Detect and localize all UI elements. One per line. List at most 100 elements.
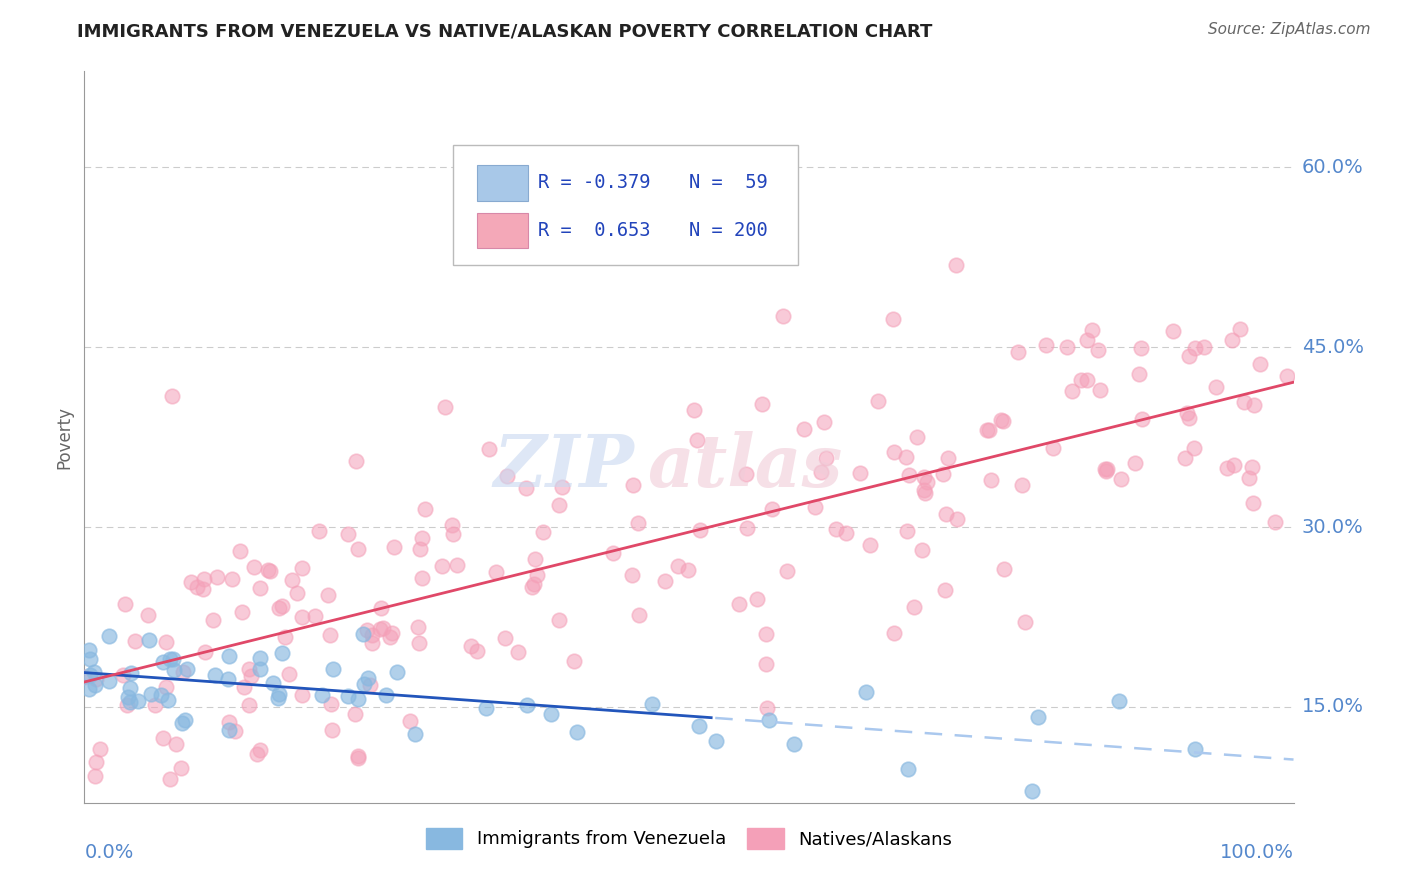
- Point: [758, 713, 780, 727]
- Point: [654, 574, 676, 588]
- Point: [1249, 357, 1271, 371]
- Point: [761, 502, 783, 516]
- Point: [547, 498, 569, 512]
- Point: [278, 666, 301, 681]
- Point: [540, 706, 562, 721]
- Point: [440, 517, 463, 532]
- Point: [193, 572, 215, 586]
- Point: [143, 698, 166, 712]
- Point: [79, 652, 101, 666]
- Point: [782, 737, 804, 751]
- Point: [170, 761, 193, 775]
- Point: [356, 624, 378, 638]
- Point: [897, 468, 920, 483]
- Point: [1088, 383, 1111, 397]
- Point: [602, 546, 624, 560]
- Point: [285, 586, 308, 600]
- Point: [1081, 323, 1104, 337]
- Point: [163, 664, 186, 678]
- Point: [1205, 380, 1227, 394]
- Point: [246, 747, 269, 761]
- Point: [506, 645, 529, 659]
- Point: [262, 675, 284, 690]
- Text: R =  0.653: R = 0.653: [538, 221, 651, 240]
- Point: [1042, 442, 1064, 456]
- Point: [1192, 340, 1215, 354]
- Point: [382, 541, 405, 555]
- Point: [531, 525, 554, 540]
- Point: [162, 389, 184, 403]
- Text: IMMIGRANTS FROM VENEZUELA VS NATIVE/ALASKAN POVERTY CORRELATION CHART: IMMIGRANTS FROM VENEZUELA VS NATIVE/ALAS…: [77, 22, 932, 40]
- Point: [882, 312, 904, 326]
- Point: [976, 423, 998, 437]
- Point: [485, 566, 508, 580]
- Point: [136, 607, 159, 622]
- Point: [243, 560, 266, 574]
- Point: [883, 625, 905, 640]
- Point: [165, 737, 187, 751]
- Point: [1026, 710, 1049, 724]
- Point: [238, 698, 260, 713]
- Point: [446, 558, 468, 572]
- Point: [1056, 340, 1078, 354]
- Point: [1220, 333, 1243, 347]
- Point: [475, 701, 498, 715]
- Point: [176, 662, 198, 676]
- Point: [269, 687, 291, 701]
- Y-axis label: Poverty: Poverty: [55, 406, 73, 468]
- Point: [360, 636, 382, 650]
- Point: [233, 680, 256, 694]
- Point: [1129, 341, 1152, 355]
- Point: [413, 502, 436, 516]
- Point: [465, 644, 488, 658]
- Point: [936, 450, 959, 465]
- Point: [249, 651, 271, 665]
- Point: [238, 663, 260, 677]
- Point: [291, 561, 314, 575]
- Point: [1182, 441, 1205, 455]
- Point: [240, 669, 263, 683]
- Point: [1275, 368, 1298, 383]
- Point: [120, 665, 142, 680]
- Point: [83, 665, 105, 679]
- Point: [776, 564, 799, 578]
- Point: [1243, 398, 1265, 412]
- Point: [835, 525, 858, 540]
- Point: [477, 442, 499, 456]
- Point: [526, 568, 548, 582]
- Point: [1177, 411, 1199, 425]
- Point: [115, 698, 138, 712]
- Point: [494, 631, 516, 645]
- Point: [1184, 341, 1206, 355]
- Point: [259, 565, 281, 579]
- Point: [1070, 373, 1092, 387]
- Point: [173, 713, 195, 727]
- Point: [914, 486, 936, 500]
- Point: [621, 478, 644, 492]
- Point: [218, 648, 240, 663]
- Point: [706, 734, 728, 748]
- Point: [755, 701, 778, 715]
- Point: [117, 690, 139, 705]
- Point: [934, 583, 956, 598]
- Point: [666, 558, 689, 573]
- Point: [946, 512, 969, 526]
- Point: [564, 654, 586, 668]
- Point: [1177, 349, 1199, 363]
- Point: [120, 681, 142, 696]
- Point: [111, 668, 134, 682]
- Point: [897, 763, 920, 777]
- Point: [79, 668, 101, 682]
- Point: [772, 309, 794, 323]
- Point: [1177, 406, 1199, 420]
- Point: [221, 573, 243, 587]
- Point: [523, 577, 546, 591]
- Point: [1123, 456, 1146, 470]
- Point: [311, 688, 333, 702]
- Point: [516, 698, 538, 712]
- Point: [855, 685, 877, 699]
- Point: [1130, 412, 1153, 426]
- Point: [218, 714, 240, 729]
- Point: [896, 524, 918, 538]
- Point: [274, 630, 297, 644]
